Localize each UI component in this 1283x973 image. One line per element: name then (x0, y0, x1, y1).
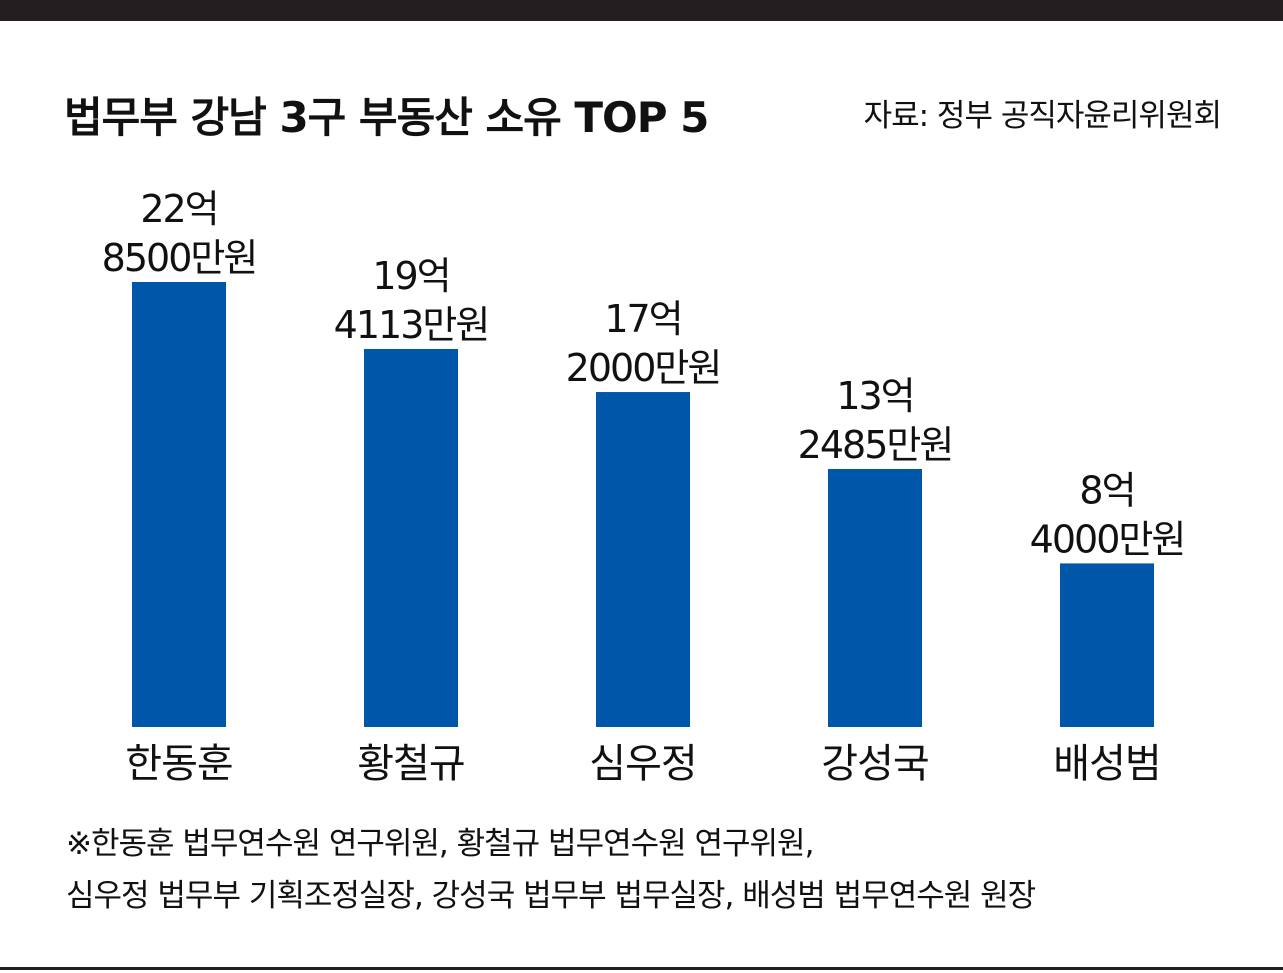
category-label-2: 황철규 (357, 741, 464, 787)
bar-5 (1060, 563, 1154, 727)
value-label-5-eok: 8억 (1079, 468, 1134, 512)
chart-title: 법무부 강남 3구 부동산 소유 TOP 5 (64, 93, 709, 142)
value-label-1-eok: 22억 (140, 187, 217, 231)
value-label-3-eok: 17억 (604, 297, 681, 341)
value-label-2-eok: 19억 (372, 254, 449, 298)
value-label-1-manwon: 8500만원 (102, 236, 257, 280)
source-credit: 자료: 정부 공직자윤리위원회 (863, 98, 1222, 134)
category-label-1: 한동훈 (125, 741, 232, 787)
value-label-4-manwon: 2485만원 (798, 423, 953, 467)
bar-4 (828, 468, 922, 727)
top-border-bar (0, 0, 1283, 21)
value-label-3-manwon: 2000만원 (566, 346, 721, 390)
category-label-5: 배성범 (1053, 741, 1160, 787)
bottom-border-rule (0, 967, 1283, 970)
category-label-3: 심우정 (589, 741, 696, 787)
bar-2 (364, 348, 458, 727)
bar-3 (596, 392, 690, 727)
value-label-4-eok: 13억 (836, 374, 913, 418)
bar-1 (132, 282, 226, 727)
category-label-4: 강성국 (821, 741, 928, 787)
value-label-2-manwon: 4113만원 (334, 303, 489, 347)
value-label-5-manwon: 4000만원 (1030, 517, 1185, 561)
footnote-line-1: ※한동훈 법무연수원 연구위원, 황철규 법무연수원 연구위원, (66, 826, 814, 862)
footnote-line-2: 심우정 법무부 기획조정실장, 강성국 법무부 법무실장, 배성범 법무연수원 … (66, 878, 1036, 914)
